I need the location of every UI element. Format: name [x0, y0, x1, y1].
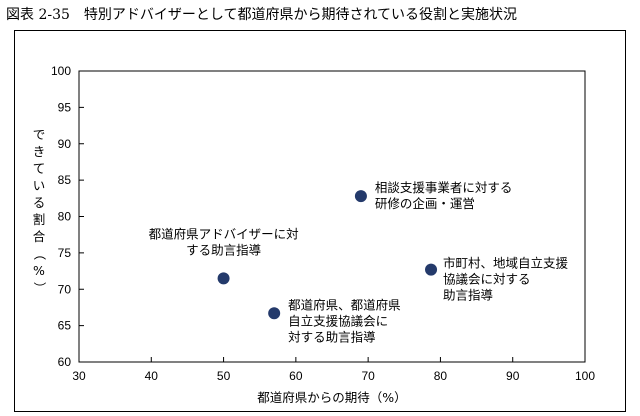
data-label: する助言指導 — [186, 242, 261, 257]
y-tick-label: 80 — [58, 210, 72, 224]
x-tick-label: 70 — [361, 369, 375, 383]
data-label: 都道府県アドバイザーに対 — [149, 226, 299, 241]
y-axis-label-char: る — [33, 195, 46, 210]
data-label: 助言指導 — [443, 288, 493, 303]
data-point — [217, 272, 230, 285]
y-tick-label: 60 — [58, 355, 72, 369]
x-tick-label: 50 — [217, 369, 231, 383]
y-axis-label-char: ） — [32, 282, 47, 295]
data-label: 都道府県、都道府県 — [288, 297, 401, 312]
x-tick-label: 60 — [289, 369, 303, 383]
data-label: 対する助言指導 — [288, 329, 376, 344]
x-tick-label: 100 — [575, 369, 595, 383]
data-point — [425, 263, 438, 276]
y-axis-label-char: で — [33, 127, 46, 142]
figure-title: 図表 2-35 特別アドバイザーとして都道府県から期待されている役割と実施状況 — [6, 7, 518, 23]
y-tick-label: 100 — [51, 64, 71, 78]
y-tick-label: 95 — [58, 100, 72, 114]
y-axis-label-char: き — [33, 144, 46, 159]
data-label: 協議会に対する — [443, 272, 531, 287]
scatter-chart: 30 40 50 60 70 80 90 100 60 65 70 75 80 85 90 95 100 都道府県… — [32, 64, 595, 405]
y-axis-label-char: 合 — [33, 229, 46, 244]
y-axis-label-char: （ — [32, 248, 47, 261]
y-tick-label: 75 — [58, 246, 72, 260]
y-axis-label-char: い — [33, 178, 46, 193]
data-label: 自立支援協議会に — [288, 313, 388, 328]
y-tick-label: 90 — [58, 137, 72, 151]
y-axis-label-char: て — [33, 161, 46, 176]
y-axis-label-char: % — [33, 263, 45, 278]
y-tick-label: 70 — [58, 282, 72, 296]
x-axis-label: 都道府県からの期待（%） — [257, 390, 406, 405]
x-tick-label: 30 — [72, 369, 86, 383]
chart-frame: 30 40 50 60 70 80 90 100 60 65 70 75 80 85 90 95 100 都道府県… — [14, 30, 626, 412]
data-label: 研修の企画・運営 — [375, 196, 475, 211]
y-tick-label: 65 — [58, 319, 72, 333]
y-tick-label: 85 — [58, 173, 72, 187]
data-label: 相談支援事業者に対する — [375, 180, 513, 195]
x-tick-label: 40 — [145, 369, 159, 383]
data-point — [268, 307, 281, 320]
data-point — [354, 190, 367, 203]
x-tick-label: 80 — [434, 369, 448, 383]
data-label: 市町村、地域自立支援 — [443, 256, 569, 271]
y-axis-label-char: 割 — [33, 212, 46, 227]
x-tick-label: 90 — [506, 369, 520, 383]
